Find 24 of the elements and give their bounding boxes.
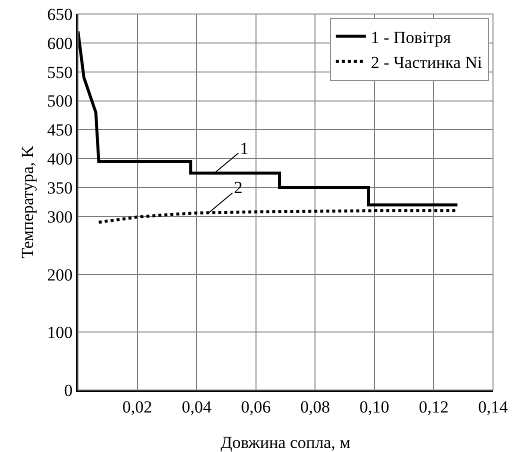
x-tick-label: 0,02: [122, 397, 152, 416]
x-tick-label: 0,04: [182, 397, 212, 416]
y-tick-label: 100: [47, 323, 73, 342]
x-tick-label: 0,10: [360, 397, 390, 416]
y-tick-label: 600: [47, 34, 73, 53]
legend-label: 2 - Частинка Ni: [370, 53, 482, 72]
legend-label: 1 - Повітря: [370, 28, 452, 47]
y-tick-label: 550: [47, 62, 73, 82]
y-axis-title: Температура, K: [18, 144, 37, 258]
x-tick-label: 0,12: [418, 397, 449, 416]
annotation: 1: [240, 139, 248, 158]
annotation: 2: [234, 178, 242, 197]
y-tick-label: 650: [47, 4, 73, 24]
x-tick-label: 0,14: [478, 397, 508, 416]
y-tick-label: 0: [64, 380, 73, 400]
x-axis-title: Довжина сопла, м: [220, 433, 351, 452]
y-tick-label: 200: [47, 265, 73, 284]
x-tick-label: 0,06: [240, 397, 271, 416]
y-tick-label: 400: [47, 150, 73, 169]
y-tick-label: 450: [47, 120, 73, 140]
y-tick-label: 300: [47, 207, 73, 226]
x-tick-label: 0,08: [300, 397, 330, 416]
y-tick-label: 350: [47, 178, 73, 198]
y-tick-label: 500: [47, 92, 73, 111]
